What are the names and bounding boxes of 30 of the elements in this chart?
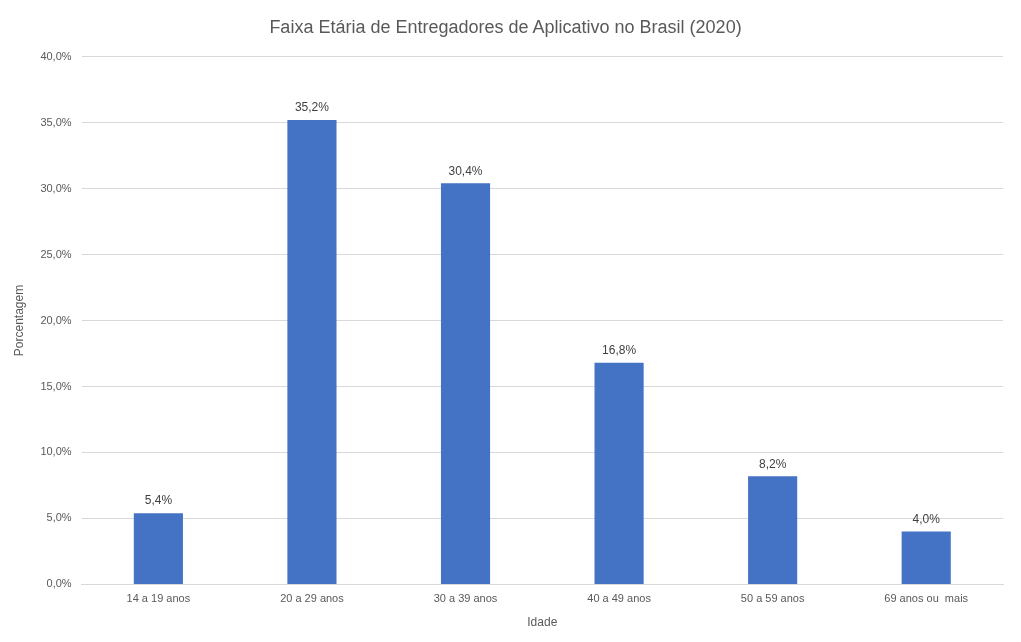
x-tick-label: 50 a 59 anos	[740, 592, 805, 605]
bar	[901, 531, 951, 584]
data-label: 30,4%	[448, 163, 483, 178]
y-axis-title: Porcentagem	[11, 284, 26, 357]
data-label: 5,4%	[144, 493, 173, 508]
bar	[594, 362, 644, 584]
y-tick-label: 35,0%	[40, 115, 72, 128]
data-label: 4,0%	[912, 511, 941, 526]
data-label: 16,8%	[602, 343, 637, 358]
bar	[440, 183, 491, 584]
x-tick-label: 20 a 29 anos	[280, 592, 345, 605]
bar	[287, 119, 337, 584]
x-tick-label: 14 a 19 anos	[126, 592, 191, 605]
bar	[133, 513, 183, 584]
y-tick-label: 15,0%	[40, 379, 72, 392]
data-label: 35,2%	[294, 100, 330, 115]
y-tick-label: 30,0%	[40, 181, 72, 194]
bar	[748, 476, 798, 584]
y-tick-label: 40,0%	[40, 49, 72, 62]
y-tick-label: 25,0%	[40, 247, 72, 260]
chart-title: Faixa Etária de Entregadores de Aplicativo no Brasil (2020)	[269, 16, 742, 37]
x-tick-label: 40 a 49 anos	[587, 592, 652, 605]
y-tick-label: 0,0%	[46, 577, 72, 590]
x-axis-title: Idade	[527, 615, 558, 630]
x-tick-label: 69 anos ou mais	[884, 592, 969, 605]
x-tick-label: 30 a 39 anos	[433, 592, 498, 605]
data-label: 8,2%	[758, 456, 787, 471]
y-tick-label: 20,0%	[40, 313, 72, 326]
y-tick-label: 10,0%	[40, 445, 72, 458]
y-tick-label: 5,0%	[46, 511, 72, 524]
